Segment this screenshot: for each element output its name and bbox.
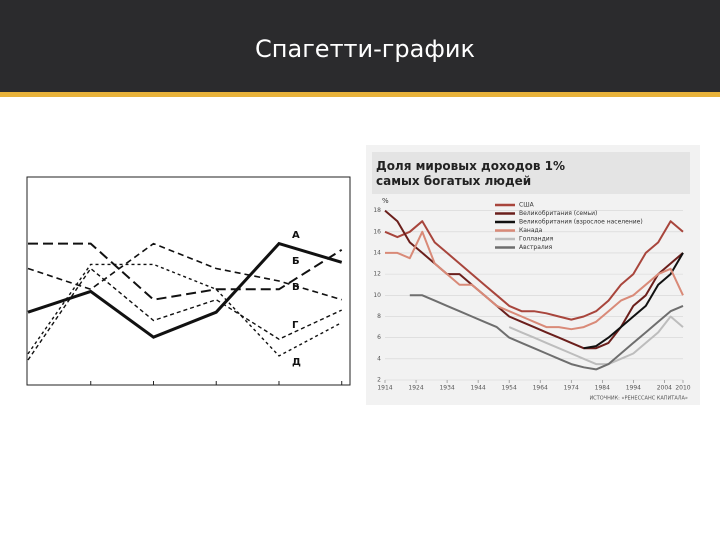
- y-tick-label: 16: [373, 228, 381, 235]
- legend-label: Великобритания (взрослое население): [519, 219, 643, 226]
- y-tick-label: 4: [377, 355, 381, 362]
- x-tick-label: 1914: [377, 385, 392, 392]
- right-chart: Доля мировых доходов 1% самых богатых люд…: [373, 159, 690, 402]
- y-tick-label: 6: [377, 334, 381, 341]
- x-tick-label: 1924: [408, 385, 423, 392]
- series-line: [409, 294, 684, 371]
- left-chart: А Б В Г Д: [27, 230, 343, 385]
- header-band: [0, 0, 720, 92]
- x-tick-label: 2004: [657, 385, 672, 392]
- series-line: [508, 315, 684, 366]
- left-chart-frame: [26, 176, 351, 386]
- legend-label: Канада: [519, 227, 543, 234]
- x-tick-label: 1994: [626, 385, 641, 392]
- legend-label: Великобритания (семьи): [519, 210, 597, 217]
- y-tick-label: 18: [373, 207, 381, 214]
- series-label: Б: [292, 256, 300, 267]
- x-tick-label: 1984: [595, 385, 610, 392]
- x-tick-label: 2010: [675, 385, 690, 392]
- y-tick-label: 14: [373, 249, 381, 256]
- legend-label: Голландия: [519, 236, 554, 243]
- series-label: В: [292, 282, 300, 293]
- x-tick-label: 1944: [470, 385, 485, 392]
- header-stripe: [0, 92, 720, 97]
- y-tick-label: 2: [377, 377, 381, 384]
- right-chart-title-band: [372, 152, 690, 194]
- chart-title: Доля мировых доходов 1% самых богатых люд…: [376, 159, 565, 188]
- legend-label: США: [519, 202, 535, 209]
- y-tick-label: 12: [373, 271, 381, 278]
- series-line: [28, 242, 343, 301]
- slide-title: Спагетти-график: [255, 35, 475, 63]
- y-tick-label: 10: [373, 292, 381, 299]
- series-line: [583, 252, 684, 350]
- x-tick-label: 1934: [439, 385, 454, 392]
- series-line: [27, 241, 343, 339]
- series-line: [384, 220, 684, 321]
- series-line: [27, 242, 342, 301]
- x-tick-label: 1964: [533, 385, 548, 392]
- legend-label: Австралия: [519, 244, 553, 251]
- series-label: Д: [292, 357, 301, 368]
- series-label: Г: [292, 320, 299, 331]
- x-tick-label: 1954: [502, 385, 517, 392]
- series-line: [385, 230, 684, 331]
- y-axis-label: %: [382, 197, 389, 205]
- series-line: [27, 263, 343, 357]
- x-tick-label: 1974: [564, 385, 579, 392]
- series-label: А: [292, 230, 300, 241]
- y-tick-label: 8: [377, 313, 381, 320]
- source-note: ИСТОЧНИК: «РЕНЕССАНС КАПИТАЛА»: [589, 396, 688, 402]
- series-line: [27, 267, 342, 361]
